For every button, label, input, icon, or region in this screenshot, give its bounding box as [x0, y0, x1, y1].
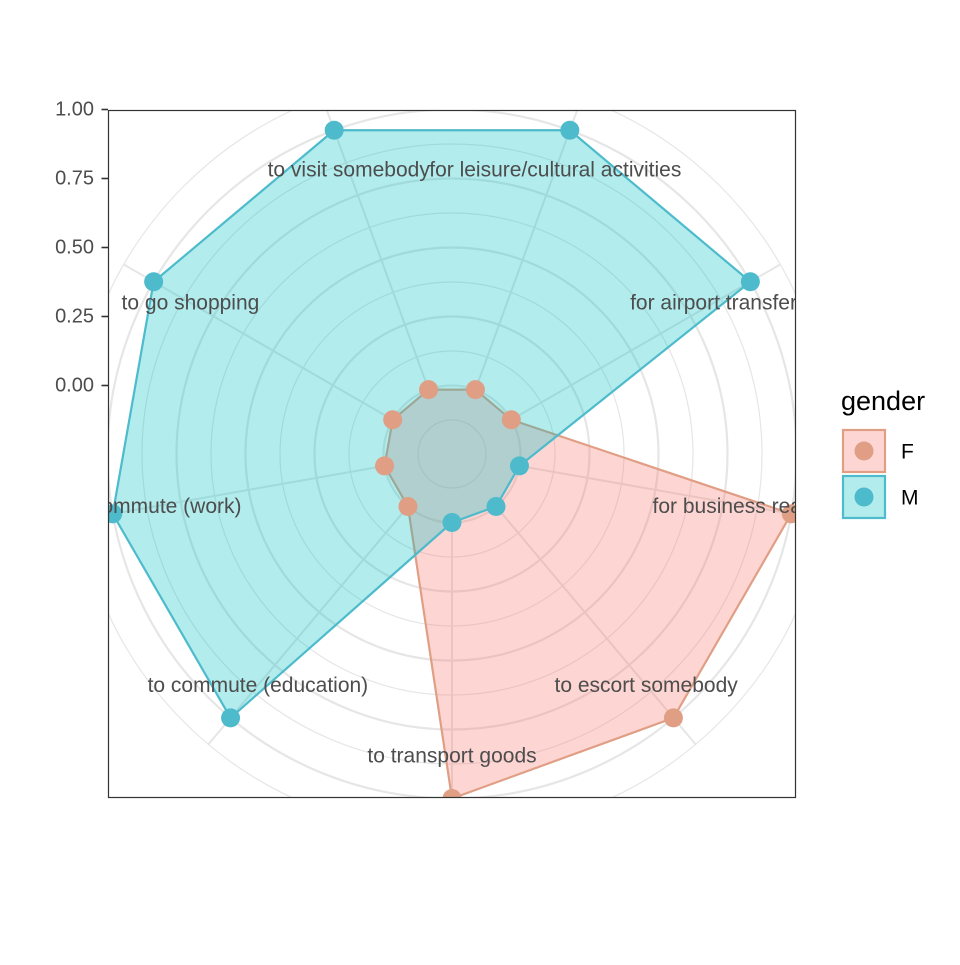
category-label: to commute (work): [68, 495, 242, 518]
data-point-F: [375, 456, 395, 476]
data-point-F: [398, 496, 418, 516]
data-point-F: [781, 504, 796, 524]
legend-title: gender: [841, 386, 925, 416]
data-point-M: [486, 496, 506, 516]
axis-tick-label: 0.00: [55, 375, 94, 397]
legend-key-point: [854, 487, 874, 507]
category-label: to escort somebody: [554, 674, 738, 697]
category-label: for leisure/cultural activities: [429, 159, 681, 182]
data-point-M: [442, 513, 462, 532]
legend-key-M: [841, 474, 887, 520]
axis-tick-label: 0.75: [55, 168, 94, 190]
data-point-M: [324, 120, 344, 140]
axis-tick-label: 0.25: [55, 306, 94, 328]
series-area-F: [383, 388, 793, 798]
grid-spoke: [510, 263, 781, 421]
data-point-F: [419, 380, 439, 400]
category-label: for business reasons: [653, 495, 847, 518]
data-point-M: [509, 456, 529, 476]
grid-spoke: [108, 464, 385, 516]
grid-spoke: [519, 464, 796, 516]
data-point-F: [663, 708, 683, 728]
axis-tick-label: 1.00: [55, 99, 94, 121]
grid-spoke: [207, 505, 409, 745]
series-area-M: [111, 129, 752, 720]
grid-spoke: [325, 110, 430, 390]
category-label: for airport transfer: [630, 292, 797, 315]
grid-spoke: [495, 505, 697, 745]
data-point-M: [560, 120, 580, 140]
category-label: to go shopping: [122, 292, 260, 315]
legend-label-F: F: [901, 441, 914, 464]
legend-label-M: M: [901, 487, 919, 510]
grid-spoke: [474, 110, 579, 390]
data-point-M: [740, 272, 760, 292]
axis-tick-label: 0.50: [55, 237, 94, 259]
legend: gender FM: [841, 386, 925, 520]
data-point-M: [144, 272, 164, 292]
legend-key-point: [854, 441, 874, 461]
data-point-F: [501, 410, 521, 430]
category-label: to transport goods: [367, 745, 536, 768]
grid-spoke: [123, 263, 394, 421]
data-layer: [108, 120, 796, 798]
data-point-F: [442, 789, 462, 798]
category-label: to visit somebody: [268, 159, 431, 182]
data-point-M: [221, 708, 241, 728]
radial-axis: 0.00 0.25 0.50 0.75 1.00: [55, 99, 108, 397]
grid: [108, 110, 796, 798]
data-point-F: [465, 380, 485, 400]
data-point-F: [383, 410, 403, 430]
category-labels: to transport goods to escort somebody for …: [68, 159, 847, 768]
category-label: to commute (education): [148, 674, 369, 697]
grid-circle: [417, 419, 487, 489]
plot-panel-border: [107, 109, 797, 799]
data-point-M: [108, 504, 123, 524]
